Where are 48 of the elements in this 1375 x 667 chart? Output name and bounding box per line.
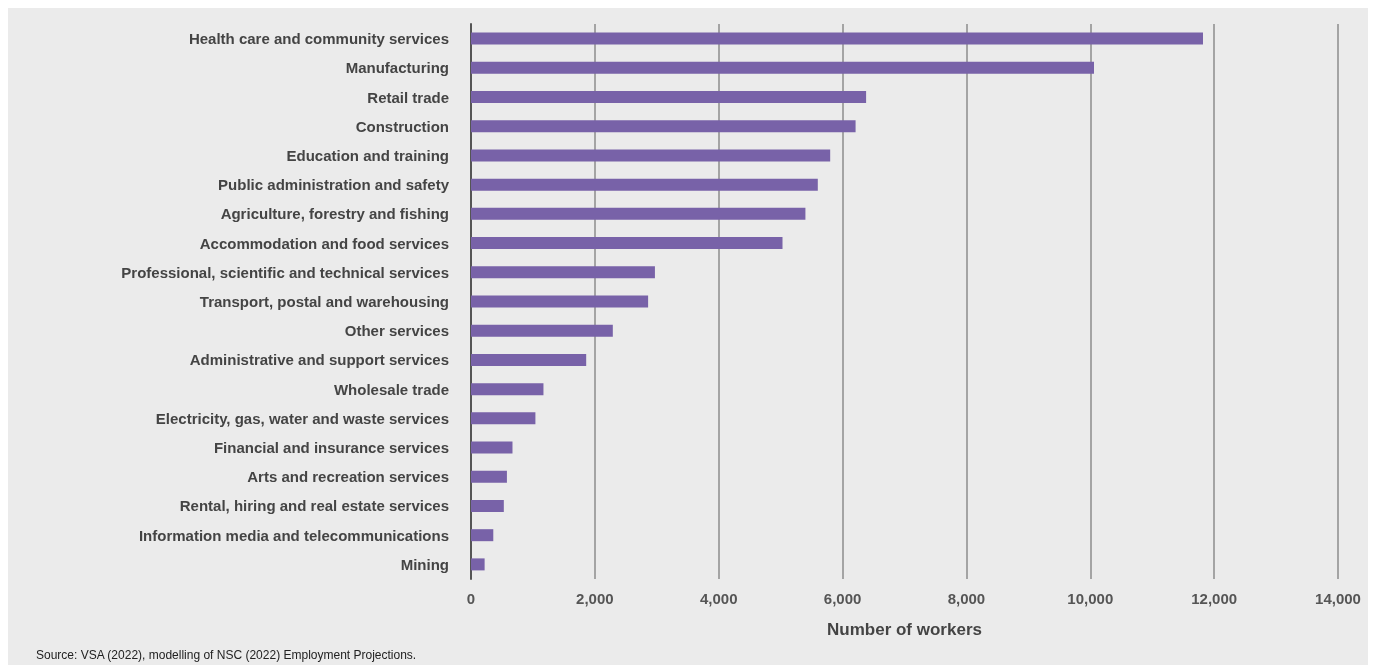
bar [471, 412, 536, 425]
y-tick-label: Information media and telecommunications [138, 526, 449, 544]
y-tick-label: Arts and recreation services [247, 468, 449, 486]
y-tick-label: Retail trade [367, 88, 449, 106]
x-tick-label: 12,000 [1191, 590, 1238, 607]
x-tick-label: 8,000 [947, 590, 986, 607]
bar [471, 178, 818, 191]
bar [471, 558, 485, 571]
bar [471, 91, 867, 104]
y-tick-label: Administrative and support services [189, 351, 449, 369]
y-tick-label: Agriculture, forestry and fishing [220, 205, 449, 223]
x-tick-label: 6,000 [823, 590, 862, 607]
y-tick-label: Mining [400, 555, 449, 573]
y-tick-label: Wholesale trade [333, 380, 449, 398]
x-tick-label: 0 [466, 590, 476, 607]
bar [471, 266, 655, 279]
bar [471, 207, 806, 220]
y-tick-label: Financial and insurance services [213, 439, 449, 457]
bar [471, 353, 587, 366]
bar [471, 237, 783, 250]
y-tick-label: Education and training [286, 146, 449, 164]
bar [471, 499, 504, 512]
x-tick-label: 14,000 [1315, 590, 1361, 607]
y-tick-label: Transport, postal and warehousing [199, 293, 449, 310]
bar [471, 32, 1203, 45]
y-tick-label: Public administration and safety [218, 176, 450, 194]
bar [471, 529, 494, 542]
x-tick-label: 10,000 [1067, 590, 1114, 607]
y-tick-label: Health care and community services [188, 30, 449, 48]
y-tick-label: Rental, hiring and real estate services [179, 497, 449, 515]
x-tick-label: 2,000 [576, 590, 614, 607]
bar [471, 470, 507, 483]
y-tick-label: Other services [344, 322, 449, 340]
y-tick-label: Accommodation and food services [199, 234, 449, 252]
bar [471, 61, 1094, 74]
y-tick-label: Construction [355, 117, 449, 135]
bar [471, 295, 649, 308]
x-axis-title: Number of workers [827, 620, 982, 639]
y-tick-label: Manufacturing [345, 59, 449, 77]
bar [471, 441, 513, 454]
source-note: Source: VSA (2022), modelling of NSC (2022) Employment Projections. [36, 648, 417, 662]
y-tick-label: Professional, scientific and technical services [121, 263, 449, 281]
bar [471, 120, 856, 133]
y-tick-label: Electricity, gas, water and waste services [155, 409, 449, 427]
bar [471, 383, 544, 396]
bar [471, 324, 613, 337]
bar [471, 149, 831, 162]
x-tick-label: 4,000 [699, 590, 738, 607]
